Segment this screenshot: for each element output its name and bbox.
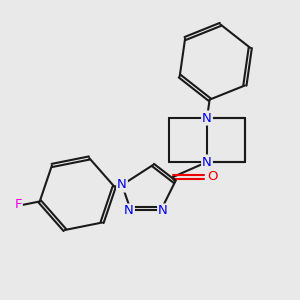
Text: F: F: [14, 199, 22, 212]
Text: O: O: [207, 170, 217, 184]
Text: N: N: [202, 155, 212, 169]
Text: N: N: [124, 205, 134, 218]
Text: N: N: [158, 205, 168, 218]
Text: N: N: [202, 112, 212, 124]
Text: N: N: [117, 178, 127, 191]
